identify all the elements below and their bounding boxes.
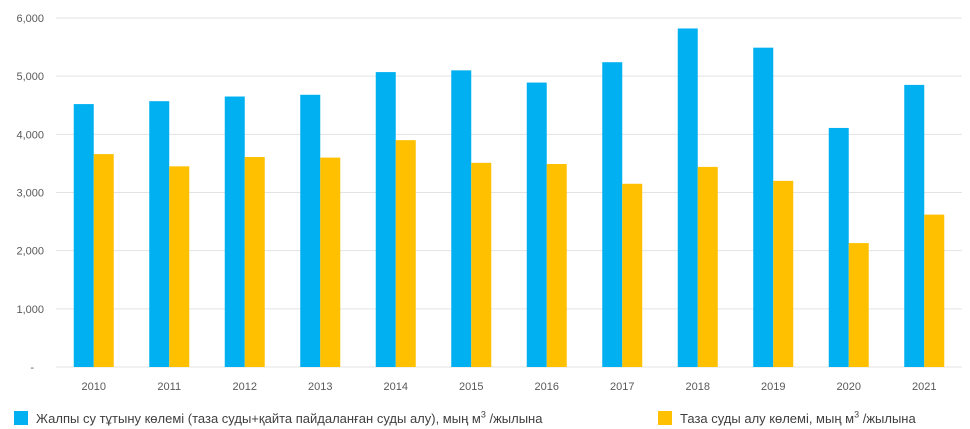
y-tick-label: 6,000 <box>16 13 44 25</box>
y-tick-label: 3,000 <box>16 188 44 200</box>
bar-total-water <box>375 72 396 367</box>
bar-fresh-water <box>773 180 794 367</box>
x-tick-label: 2020 <box>837 381 861 393</box>
bar-total-water <box>451 70 472 367</box>
x-tick-label: 2019 <box>761 381 785 393</box>
legend-label-total-water: Жалпы су тұтыну көлемі (таза суды+қайта … <box>36 409 543 426</box>
bar-total-water <box>602 62 623 367</box>
bar-fresh-water <box>471 162 492 367</box>
x-tick-label: 2015 <box>459 381 483 393</box>
x-tick-label: 2014 <box>384 381 408 393</box>
bar-fresh-water <box>622 183 643 367</box>
y-tick-label: 1,000 <box>16 304 44 316</box>
legend-item-total-water: Жалпы су тұтыну көлемі (таза суды+қайта … <box>14 408 542 428</box>
bar-total-water <box>904 84 925 368</box>
bar-total-water <box>73 104 94 367</box>
bar-total-water <box>828 127 849 367</box>
x-tick-label: 2016 <box>535 381 559 393</box>
bar-total-water <box>526 82 547 367</box>
x-tick-label: 2017 <box>610 381 634 393</box>
bar-fresh-water <box>93 154 114 367</box>
y-tick-label: 5,000 <box>16 71 44 83</box>
bar-total-water <box>753 47 774 367</box>
y-tick-label: - <box>30 362 34 374</box>
y-tick-label: 4,000 <box>16 129 44 141</box>
bar-total-water <box>677 28 698 367</box>
x-tick-label: 2018 <box>686 381 710 393</box>
bar-total-water <box>224 96 245 368</box>
bar-fresh-water <box>546 163 567 367</box>
x-tick-label: 2010 <box>82 381 106 393</box>
legend-swatch-blue <box>14 411 28 425</box>
bar-fresh-water <box>395 140 416 367</box>
bar-fresh-water <box>320 157 341 367</box>
bar-fresh-water <box>244 157 265 367</box>
legend-item-fresh-water: Таза суды алу көлемі, мың м3 /жылына <box>658 408 916 428</box>
bar-fresh-water <box>848 243 869 367</box>
bar-total-water <box>300 94 321 367</box>
x-tick-label: 2013 <box>308 381 332 393</box>
legend-label-fresh-water: Таза суды алу көлемі, мың м3 /жылына <box>680 409 916 426</box>
bar-chart: - 1,000 2,000 3,000 4,000 5,000 6,000 2010 2011 2… <box>16 13 962 393</box>
legend-swatch-orange <box>658 411 672 425</box>
x-tick-label: 2012 <box>233 381 257 393</box>
x-tick-label: 2011 <box>157 381 181 393</box>
bar-fresh-water <box>924 214 945 367</box>
bar-total-water <box>149 101 170 367</box>
bar-fresh-water <box>697 166 718 367</box>
y-tick-label: 2,000 <box>16 246 44 258</box>
x-tick-label: 2021 <box>912 381 936 393</box>
bar-fresh-water <box>169 166 190 367</box>
